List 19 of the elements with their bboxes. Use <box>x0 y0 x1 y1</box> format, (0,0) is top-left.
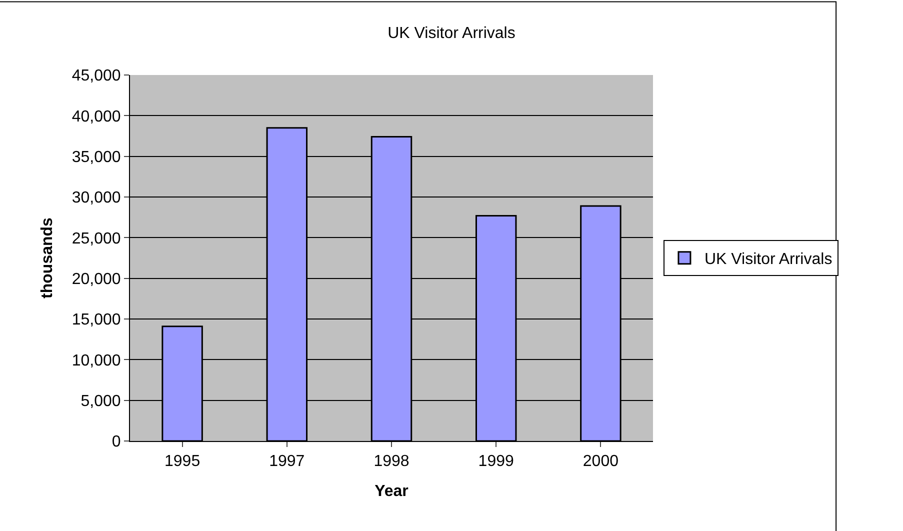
y-tick-label: 45,000 <box>72 68 121 85</box>
y-tick-label: 15,000 <box>72 312 121 329</box>
y-tick-label: 0 <box>112 434 121 451</box>
chart-title: UK Visitor Arrivals <box>388 24 516 42</box>
y-tick-label: 30,000 <box>72 190 121 207</box>
x-axis-title: Year <box>374 482 408 500</box>
legend-label: UK Visitor Arrivals <box>704 251 832 268</box>
y-tick-label: 25,000 <box>72 230 121 248</box>
x-tick-label: 1998 <box>374 453 410 470</box>
x-tick-label: 2000 <box>582 453 619 470</box>
x-tick-label: 1997 <box>269 453 305 470</box>
y-tick-label: 35,000 <box>72 148 121 166</box>
x-tick-label: 1999 <box>478 453 514 470</box>
y-tick-label: 5,000 <box>80 392 121 410</box>
x-tick-label: 1995 <box>164 453 200 470</box>
y-tick-label: 40,000 <box>72 108 121 126</box>
y-axis-title: thousands <box>38 217 56 298</box>
y-tick-label: 10,000 <box>72 352 121 370</box>
y-tick-label: 20,000 <box>72 270 121 288</box>
